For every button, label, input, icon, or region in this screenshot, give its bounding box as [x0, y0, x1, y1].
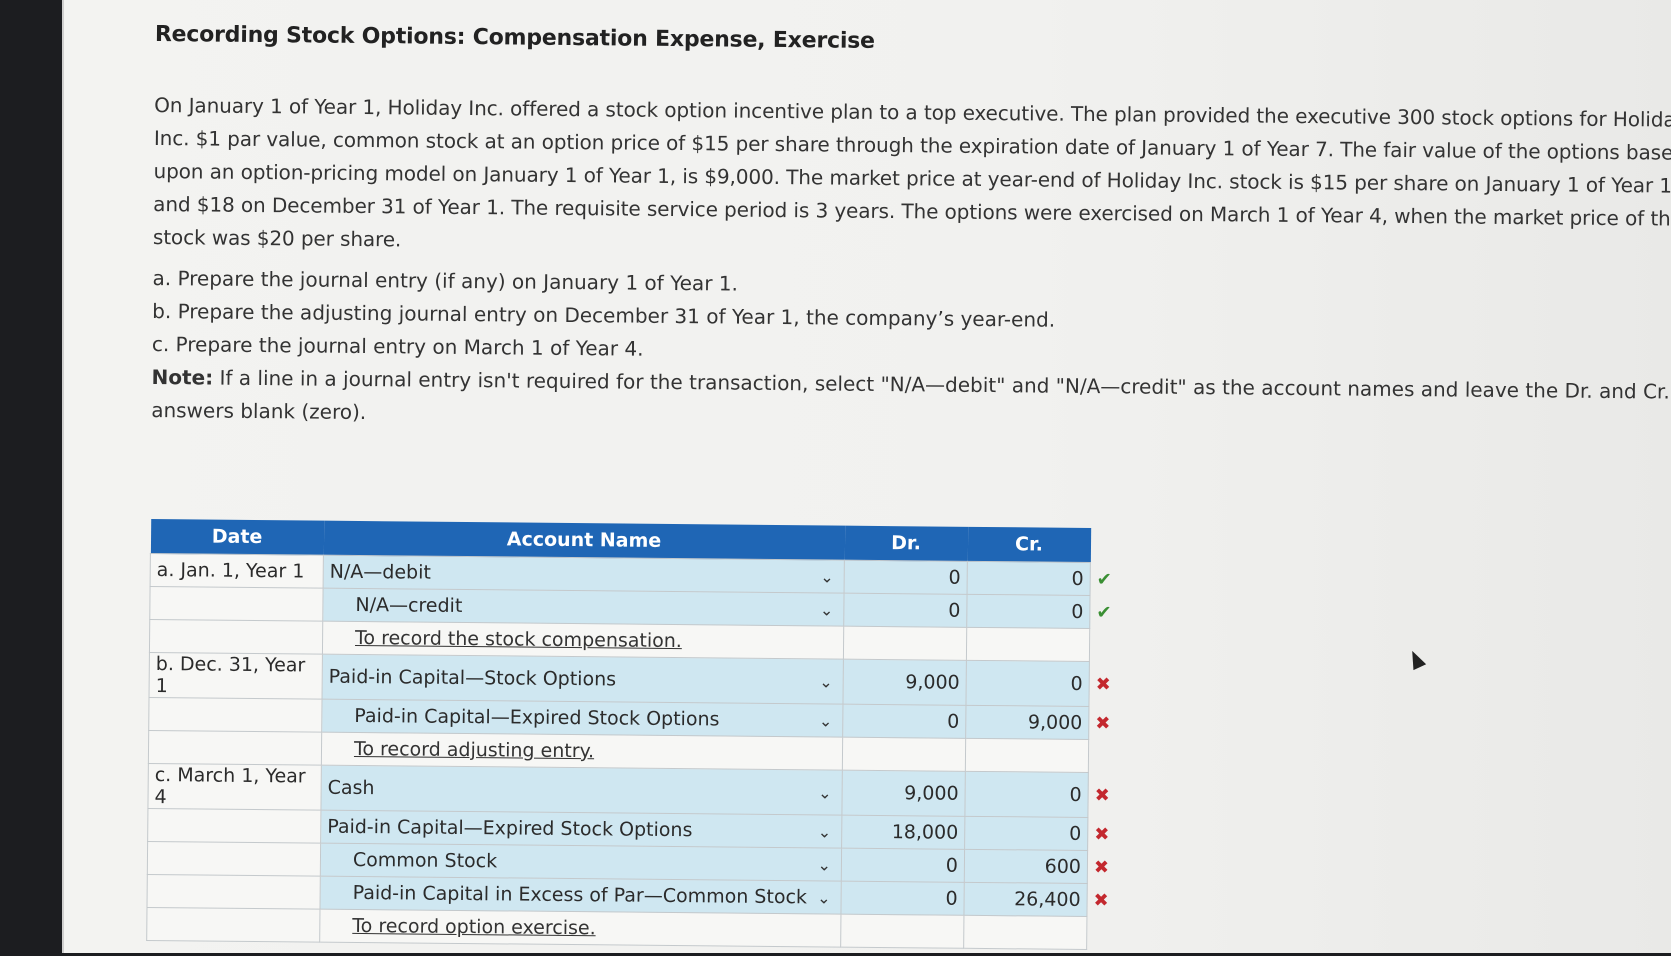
mark-cell	[1087, 916, 1120, 949]
cr-input[interactable]: 0	[967, 561, 1091, 596]
question-content: Recording Stock Options: Compensation Ex…	[146, 22, 1671, 950]
account-name: Paid-in Capital—Expired Stock Options	[327, 815, 693, 842]
account-select[interactable]: Paid-in Capital—Stock Options ⌄	[322, 654, 844, 705]
dr-input[interactable]: 18,000	[841, 815, 965, 850]
account-select[interactable]: Paid-in Capital in Excess of Par—Common …	[319, 876, 842, 915]
dr-input[interactable]: 0	[840, 881, 965, 916]
note: Note: If a line in a journal entry isn't…	[151, 361, 1671, 442]
cr-input[interactable]: 0	[966, 594, 1091, 629]
date-cell	[147, 808, 321, 844]
account-name: N/A—debit	[329, 560, 431, 584]
account-select[interactable]: N/A—debit ⌄	[323, 555, 845, 594]
account-select[interactable]: Paid-in Capital—Expired Stock Options ⌄	[320, 810, 842, 849]
account-name: Paid-in Capital in Excess of Par—Common …	[352, 881, 808, 909]
x-icon: ✖	[1095, 673, 1111, 695]
header-account: Account Name	[323, 520, 845, 561]
memo-text: To record adjusting entry.	[353, 737, 595, 763]
cr-input[interactable]: 26,400	[963, 882, 1088, 917]
date-cell	[146, 874, 321, 910]
instructions: a. Prepare the journal entry (if any) on…	[151, 262, 1671, 442]
mark-cell	[1089, 629, 1122, 662]
x-icon: ✖	[1094, 784, 1110, 806]
problem-paragraph: On January 1 of Year 1, Holiday Inc. off…	[152, 92, 1671, 252]
date-cell	[149, 619, 323, 655]
date-cell: b. Dec. 31, Year 1	[149, 652, 323, 700]
cr-cell	[963, 915, 1087, 950]
dr-input[interactable]: 0	[844, 560, 968, 595]
dr-input[interactable]: 9,000	[841, 770, 966, 817]
chevron-down-icon[interactable]: ⌄	[820, 566, 834, 587]
chevron-down-icon[interactable]: ⌄	[818, 782, 832, 803]
header-date: Date	[150, 518, 324, 556]
memo-text: To record the stock compensation.	[354, 626, 682, 653]
chevron-down-icon[interactable]: ⌄	[817, 854, 832, 875]
memo-cell[interactable]: To record adjusting entry.	[321, 732, 843, 771]
date-cell: a. Jan. 1, Year 1	[150, 553, 324, 589]
note-label: Note:	[151, 364, 214, 390]
account-name: N/A—credit	[355, 593, 463, 617]
journal-entry-table: Date Account Name Dr. Cr. a. Jan. 1, Yea…	[146, 518, 1124, 950]
account-select[interactable]: Common Stock ⌄	[320, 843, 842, 882]
dr-input[interactable]: 0	[842, 704, 966, 739]
chevron-down-icon[interactable]: ⌄	[819, 599, 834, 620]
x-icon: ✖	[1094, 823, 1110, 845]
dr-input[interactable]: 0	[841, 848, 965, 883]
x-icon: ✖	[1093, 889, 1109, 911]
chevron-down-icon[interactable]: ⌄	[817, 821, 832, 842]
cr-cell	[966, 627, 1090, 662]
account-name: Paid-in Capital—Expired Stock Options	[354, 704, 720, 731]
account-name: Common Stock	[352, 848, 498, 873]
cr-input[interactable]: 9,000	[965, 705, 1089, 740]
date-cell	[149, 586, 324, 622]
check-icon: ✔	[1096, 601, 1112, 623]
memo-cell[interactable]: To record option exercise.	[319, 909, 841, 948]
header-dr: Dr.	[844, 525, 968, 562]
x-icon: ✖	[1095, 712, 1111, 734]
dr-cell	[842, 737, 966, 772]
page-title: Recording Stock Options: Compensation Ex…	[154, 22, 875, 54]
cr-input[interactable]: 0	[964, 816, 1088, 851]
date-cell	[148, 697, 323, 733]
account-name: Cash	[327, 776, 375, 800]
chevron-down-icon[interactable]: ⌄	[817, 887, 831, 908]
cr-input[interactable]: 0	[965, 660, 1090, 707]
date-cell	[146, 907, 320, 943]
date-cell	[148, 730, 322, 766]
cr-input[interactable]: 0	[964, 771, 1089, 818]
account-name: Paid-in Capital—Stock Options	[328, 665, 617, 691]
journal-entry-body: a. Jan. 1, Year 1 N/A—debit ⌄ 0 0 ✔ N/A—credit…	[146, 553, 1124, 950]
screen: Recording Stock Options: Compensation Ex…	[62, 0, 1671, 953]
memo-text: To record option exercise.	[352, 914, 596, 940]
x-icon: ✖	[1093, 856, 1110, 878]
mouse-cursor-icon	[1405, 647, 1427, 671]
date-cell	[147, 841, 321, 877]
problem-text: On January 1 of Year 1, Holiday Inc. off…	[153, 89, 1671, 269]
dr-input[interactable]: 9,000	[842, 659, 967, 706]
header-cr: Cr.	[967, 526, 1091, 563]
memo-cell[interactable]: To record the stock compensation.	[322, 621, 844, 660]
dr-input[interactable]: 0	[843, 593, 968, 628]
dr-cell	[843, 626, 967, 661]
cr-input[interactable]: 600	[964, 849, 1088, 884]
check-icon: ✔	[1096, 568, 1112, 590]
header-mark-spacer	[1090, 528, 1123, 563]
note-text: If a line in a journal entry isn't requi…	[151, 365, 1670, 425]
account-select[interactable]: Paid-in Capital—Expired Stock Options ⌄	[321, 699, 843, 738]
account-select[interactable]: Cash ⌄	[320, 765, 843, 816]
chevron-down-icon[interactable]: ⌄	[819, 671, 833, 692]
account-select[interactable]: N/A—credit ⌄	[322, 588, 845, 627]
dr-cell	[840, 914, 964, 949]
chevron-down-icon[interactable]: ⌄	[818, 710, 833, 731]
cr-cell	[965, 738, 1089, 773]
mark-cell	[1088, 739, 1121, 772]
date-cell: c. March 1, Year 4	[147, 763, 322, 811]
